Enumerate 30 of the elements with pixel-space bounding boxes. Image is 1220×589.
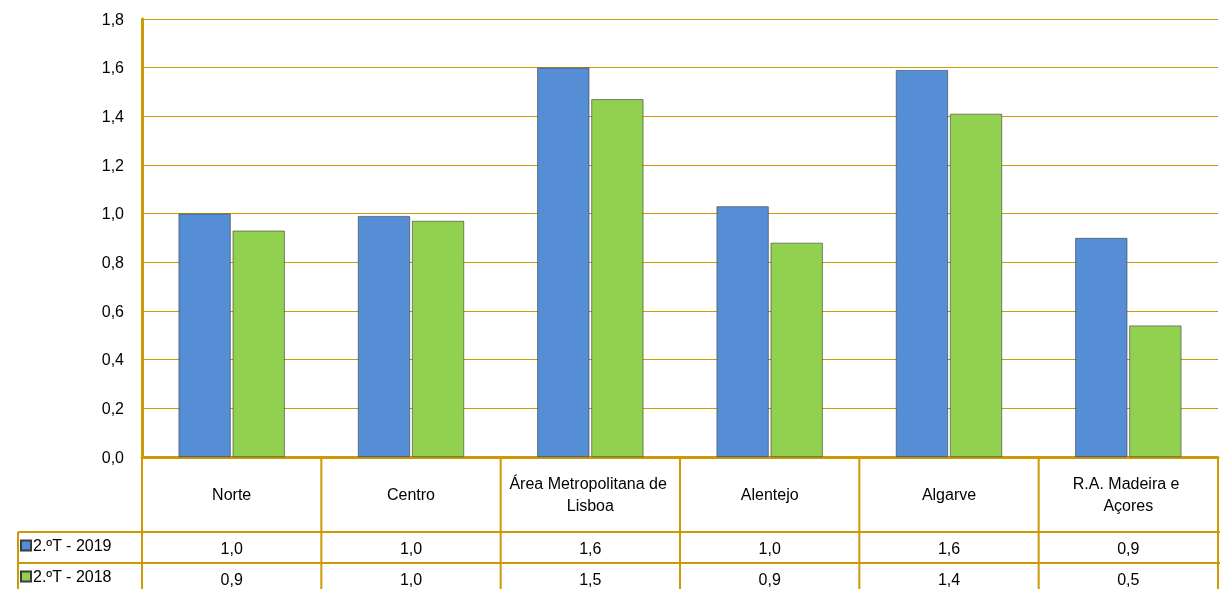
data-label: 1,0 [399,571,423,588]
data-label: 0,9 [220,571,243,588]
data-label: 1,6 [937,540,961,557]
y-tick-label: 0,8 [101,253,125,271]
data-label: 1,0 [758,540,781,557]
y-tick-label: 1,8 [101,10,125,28]
x-tick-label: Centro [386,485,436,503]
x-tick-label: Algarve [921,485,977,503]
legend-label: 2.ºT - 2019 [33,537,112,554]
legend-label: 2.ºT - 2018 [33,568,112,585]
data-label: 1,0 [220,540,243,557]
y-tick-label: 0,6 [101,302,125,320]
data-label: 1,0 [399,540,423,557]
data-label: 0,9 [1117,540,1140,557]
x-tick-label: Área Metropolitana de Lisboa [509,473,672,514]
y-tick-label: 1,4 [101,107,125,125]
y-tick-label: 1,0 [101,205,125,223]
y-tick-label: 1,2 [101,156,125,174]
data-label: 1,4 [937,571,961,588]
x-tick-label: Alentejo [740,485,799,503]
y-tick-label: 1,6 [101,59,125,77]
y-tick-label: 0,0 [101,448,125,466]
x-tick-label: Norte [212,485,252,503]
y-tick-label: 0,2 [101,399,125,417]
y-tick-label: 0,4 [101,351,125,369]
data-label: 0,9 [758,571,781,588]
data-label: 1,6 [579,540,602,557]
data-label: 1,5 [579,571,602,588]
data-label: 0,5 [1117,571,1140,588]
x-tick-label: R.A. Madeira e Açores [1072,474,1184,514]
